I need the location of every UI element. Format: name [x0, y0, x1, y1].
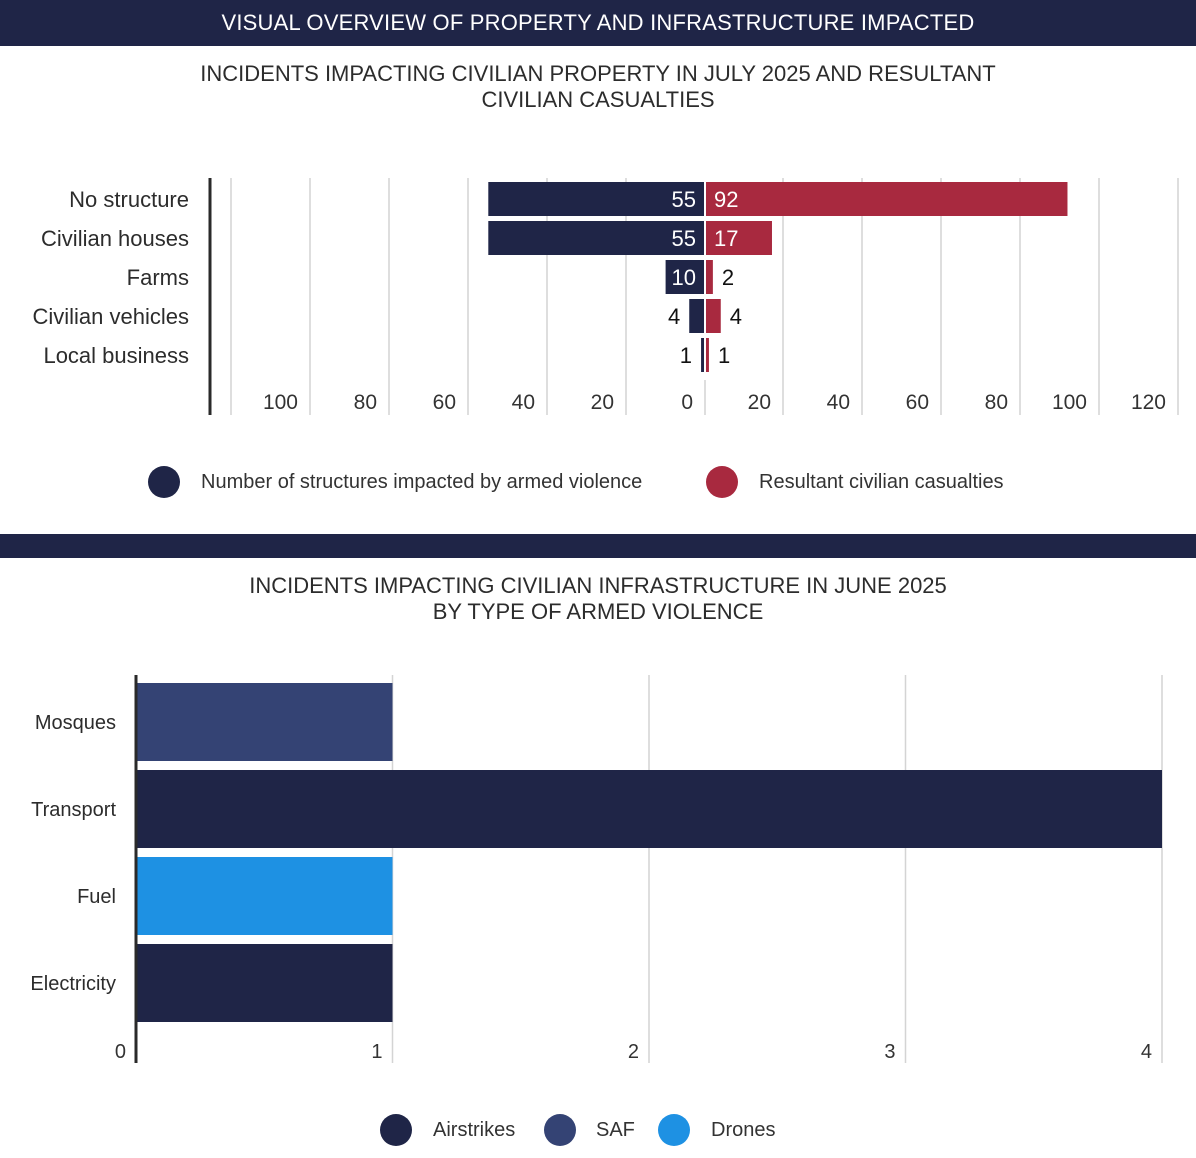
chart1-tick-label: 100: [1052, 391, 1087, 414]
chart1-bar-structures: [701, 338, 705, 372]
chart2-category-label: Mosques: [35, 712, 116, 734]
chart2-tick-label: 1: [371, 1041, 382, 1063]
chart2-title: INCIDENTS IMPACTING CIVILIAN INFRASTRUCT…: [0, 573, 1196, 625]
chart1-tick-label: 20: [748, 391, 771, 414]
chart1-value-label: 1: [680, 343, 692, 368]
chart2-bar: [136, 857, 393, 935]
chart1-value-label: 10: [672, 265, 696, 290]
chart1-tick-label: 80: [354, 391, 377, 414]
chart1-bar-casualties: [705, 221, 772, 255]
chart1-value-label: 55: [672, 187, 696, 212]
chart1-bar-structures: [665, 260, 705, 294]
chart1-tick-label: 0: [681, 391, 693, 414]
chart2-title-line-2: BY TYPE OF ARMED VIOLENCE: [432, 599, 764, 624]
chart1-legend-swatch-casualties: [706, 466, 738, 498]
chart2-legend-swatch: [544, 1114, 576, 1146]
chart1-value-label: 4: [668, 304, 680, 329]
chart1-tick-label: 80: [985, 391, 1008, 414]
chart1-bar-casualties: [705, 338, 709, 372]
chart1-category-label: Local business: [43, 343, 189, 368]
chart1-bar-casualties: [705, 260, 713, 294]
chart1-tick-label: 40: [827, 391, 850, 414]
chart2-tick-label: 2: [628, 1041, 639, 1063]
chart2-tick-label: 0: [115, 1041, 126, 1063]
chart1-legend-label-structures: Number of structures impacted by armed v…: [201, 471, 642, 493]
chart1-value-label: 92: [714, 187, 738, 212]
chart2-legend-label: SAF: [596, 1119, 635, 1141]
chart2-legend-swatch: [658, 1114, 690, 1146]
chart2-legend-label: Airstrikes: [433, 1119, 515, 1141]
chart1-tick-label: 20: [591, 391, 614, 414]
chart1-category-label: No structure: [69, 187, 189, 212]
section-divider: [0, 534, 1196, 558]
chart1-tick-label: 120: [1131, 391, 1166, 414]
chart2-bar: [136, 944, 393, 1022]
chart1-legend-label-casualties: Resultant civilian casualties: [759, 471, 1004, 493]
chart1-bar-casualties: [705, 182, 1068, 216]
chart2-legend-swatch: [380, 1114, 412, 1146]
chart1-value-label: 2: [722, 265, 734, 290]
chart2-title-line-1: INCIDENTS IMPACTING CIVILIAN INFRASTRUCT…: [249, 573, 947, 598]
chart1-value-label: 17: [714, 226, 738, 251]
chart1-bar-structures: [689, 299, 705, 333]
chart2-category-label: Fuel: [77, 886, 116, 908]
chart1-value-label: 55: [672, 226, 696, 251]
chart1-legend-swatch-structures: [148, 466, 180, 498]
chart1-title: INCIDENTS IMPACTING CIVILIAN PROPERTY IN…: [0, 61, 1196, 113]
chart1-value-label: 4: [730, 304, 742, 329]
chart1-tick-label: 60: [433, 391, 456, 414]
chart1-category-label: Farms: [127, 265, 189, 290]
chart2-tick-label: 3: [884, 1041, 895, 1063]
chart1-value-label: 1: [718, 343, 730, 368]
chart1-bar-structures: [488, 182, 705, 216]
chart2-category-label: Electricity: [30, 973, 116, 995]
chart1-title-line-2: CIVILIAN CASUALTIES: [481, 87, 715, 112]
chart1-tick-label: 100: [263, 391, 298, 414]
chart1-tick-label: 60: [906, 391, 929, 414]
chart2-category-label: Transport: [31, 799, 116, 821]
chart1-bar-structures: [488, 221, 705, 255]
chart1-bar-casualties: [705, 299, 721, 333]
chart2-bar: [136, 683, 393, 761]
chart1-title-line-1: INCIDENTS IMPACTING CIVILIAN PROPERTY IN…: [200, 61, 996, 86]
page-banner: VISUAL OVERVIEW OF PROPERTY AND INFRASTR…: [0, 0, 1196, 46]
chart2-bar: [136, 770, 1162, 848]
chart2-legend-label: Drones: [711, 1119, 775, 1141]
chart1-category-label: Civilian houses: [41, 226, 189, 251]
chart1-tick-label: 40: [512, 391, 535, 414]
chart1-category-label: Civilian vehicles: [32, 304, 189, 329]
chart2-tick-label: 4: [1141, 1041, 1152, 1063]
